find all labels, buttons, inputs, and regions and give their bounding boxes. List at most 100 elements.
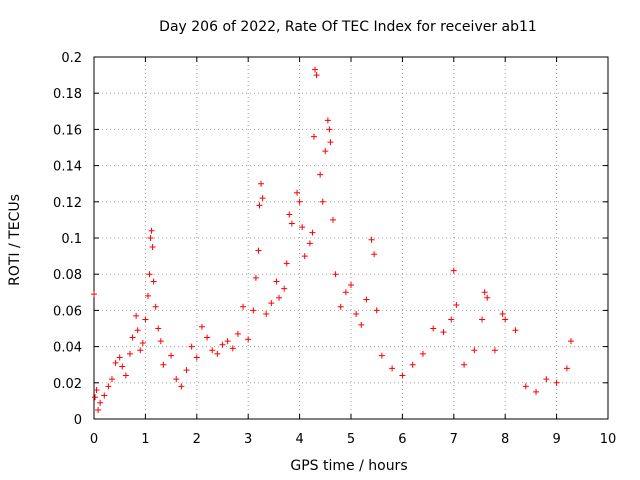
data-point: [250, 307, 257, 314]
data-point: [183, 367, 190, 374]
data-point: [93, 387, 100, 394]
data-point: [332, 271, 339, 278]
x-tick-label: 1: [141, 432, 149, 447]
data-point: [178, 383, 185, 390]
data-point: [193, 354, 200, 361]
data-point: [105, 383, 112, 390]
data-point: [133, 312, 140, 319]
data-point: [259, 195, 266, 202]
data-point: [522, 383, 529, 390]
data-point: [142, 316, 149, 323]
data-point: [146, 271, 153, 278]
data-point: [188, 343, 195, 350]
data-point: [252, 274, 259, 281]
data-point: [95, 406, 102, 413]
data-point: [461, 361, 468, 368]
data-point: [512, 327, 519, 334]
data-point: [209, 347, 216, 354]
data-point: [358, 321, 365, 328]
data-point: [288, 220, 295, 227]
data-point: [150, 278, 157, 285]
data-point: [453, 301, 460, 308]
x-tick-label: 8: [501, 432, 509, 447]
data-point: [134, 327, 141, 334]
data-point: [567, 338, 574, 345]
data-point: [148, 227, 155, 234]
data-point: [371, 251, 378, 258]
data-point: [533, 388, 540, 395]
data-point: [152, 303, 159, 310]
data-point: [479, 316, 486, 323]
data-point: [330, 216, 337, 223]
data-point: [155, 325, 162, 332]
data-point: [122, 372, 129, 379]
data-point: [234, 330, 241, 337]
data-point: [255, 247, 262, 254]
data-point: [126, 350, 133, 357]
data-point: [310, 133, 317, 140]
y-tick-label: 0.02: [53, 377, 82, 392]
data-point: [309, 229, 316, 236]
data-point: [91, 291, 97, 298]
data-point: [337, 303, 344, 310]
data-point: [229, 345, 236, 352]
data-point: [373, 307, 380, 314]
data-point: [147, 235, 154, 241]
data-point: [219, 341, 226, 348]
y-tick-label: 0.08: [53, 268, 82, 283]
data-point: [312, 66, 319, 73]
data-point: [204, 334, 211, 341]
y-tick-label: 0.14: [53, 160, 82, 175]
data-point: [198, 323, 205, 330]
data-points: [91, 66, 574, 413]
data-point: [471, 347, 478, 354]
data-point: [363, 296, 370, 303]
data-point: [119, 363, 126, 370]
data-point: [342, 289, 349, 296]
data-point: [276, 294, 283, 301]
axis-ticks: 0 1 2 3 4 5 6 7 8 9 10 0 0.02 0.04 0.06 0.08 0.1 0.12 0.14…: [53, 51, 616, 447]
data-point: [168, 352, 175, 359]
data-point: [324, 117, 331, 124]
y-tick-label: 0.16: [53, 123, 82, 138]
data-point: [256, 202, 263, 209]
data-point: [294, 189, 301, 196]
data-point: [245, 336, 252, 343]
chart-title: Day 206 of 2022, Rate Of TEC Index for r…: [159, 19, 537, 35]
data-point: [326, 126, 333, 133]
data-point: [378, 352, 385, 359]
x-tick-label: 2: [193, 432, 201, 447]
y-tick-label: 0.04: [53, 341, 82, 356]
data-point: [553, 379, 560, 386]
data-point: [258, 180, 265, 187]
data-point: [317, 171, 324, 178]
x-tick-label: 7: [450, 432, 458, 447]
data-point: [286, 211, 293, 218]
y-axis-label: ROTI / TECUs: [7, 194, 23, 286]
data-point: [389, 365, 396, 372]
y-tick-label: 0.18: [53, 87, 82, 102]
data-point: [448, 316, 455, 323]
data-point: [160, 361, 167, 368]
data-point: [348, 282, 354, 289]
data-point: [368, 236, 375, 243]
data-point: [139, 339, 146, 346]
data-point: [268, 300, 275, 307]
x-tick-label: 3: [244, 432, 252, 447]
y-tick-label: 0.1: [61, 232, 82, 247]
data-point: [319, 198, 326, 205]
data-point: [399, 372, 406, 379]
data-point: [273, 278, 280, 285]
data-point: [240, 303, 247, 310]
data-point: [157, 338, 164, 345]
data-point: [149, 244, 156, 251]
data-point: [173, 376, 180, 383]
data-point: [327, 139, 334, 146]
data-point: [450, 267, 457, 274]
y-tick-label: 0.06: [53, 304, 82, 319]
x-tick-label: 10: [600, 432, 617, 447]
data-point: [322, 148, 329, 155]
data-point: [92, 394, 99, 401]
data-point: [491, 347, 498, 354]
data-point: [502, 316, 509, 323]
